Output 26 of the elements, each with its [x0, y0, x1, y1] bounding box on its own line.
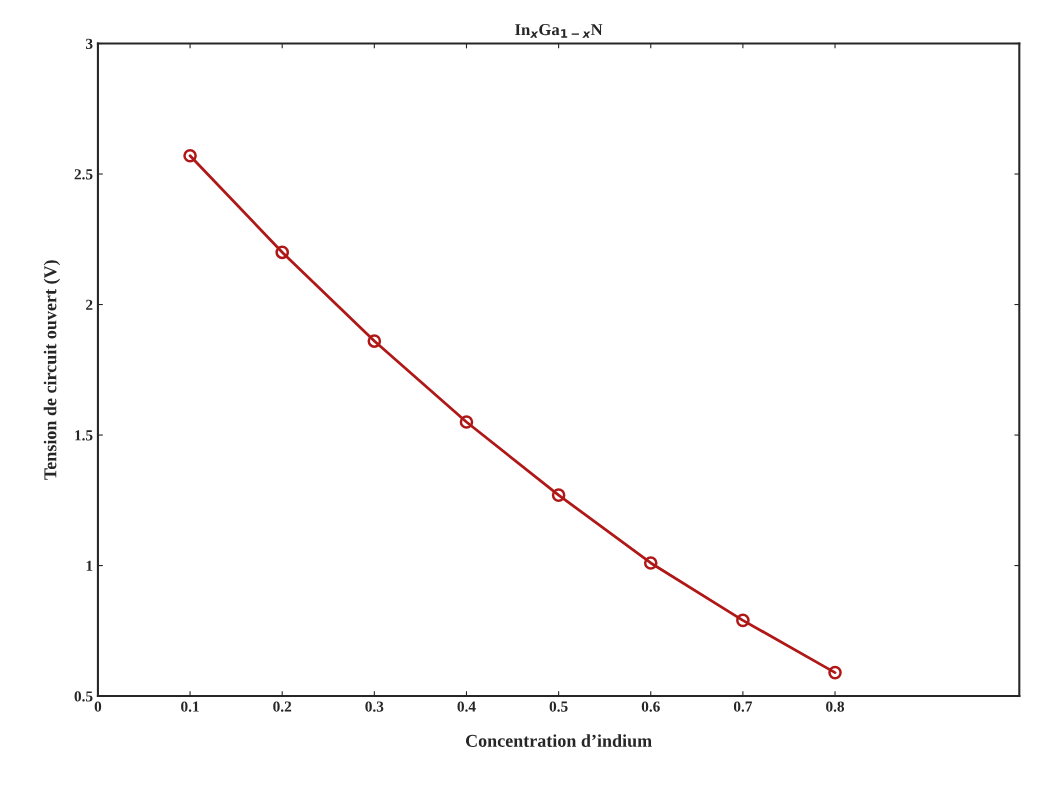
point — [643, 556, 658, 570]
x-tick-label: 0.3 — [365, 701, 384, 712]
x-tick-label: 0.6 — [641, 701, 660, 712]
point — [551, 488, 566, 502]
y-tick-label: 3 — [86, 38, 93, 49]
x-tick-label: 0.1 — [181, 701, 199, 712]
y-tick-label: 2 — [86, 299, 93, 310]
x-tick-label: 0 — [94, 701, 102, 712]
y-axis-title: Tension de circuit ouvert (V) — [43, 260, 61, 480]
y-tick-label: 2.5 — [74, 169, 93, 180]
point — [275, 245, 290, 260]
x-axis-title: Concentration d’indium — [465, 734, 652, 747]
point — [459, 415, 474, 429]
y-tick-label: 0.5 — [74, 691, 93, 702]
y-tick-label: 1.5 — [75, 430, 93, 441]
point — [367, 334, 382, 348]
x-tick-label: 0.8 — [826, 701, 845, 712]
x-tick-label: 0.5 — [549, 701, 568, 712]
x-tick-label: 0.4 — [457, 701, 476, 712]
x-tick-label: 0.2 — [273, 701, 292, 712]
point — [828, 665, 842, 680]
chart-title: In$_{x}$Ga$_{1−x}$N — [515, 24, 603, 38]
point — [736, 613, 750, 628]
y-tick-label: 1 — [86, 560, 93, 571]
point — [183, 148, 197, 163]
x-tick-label: 0.7 — [733, 701, 753, 712]
